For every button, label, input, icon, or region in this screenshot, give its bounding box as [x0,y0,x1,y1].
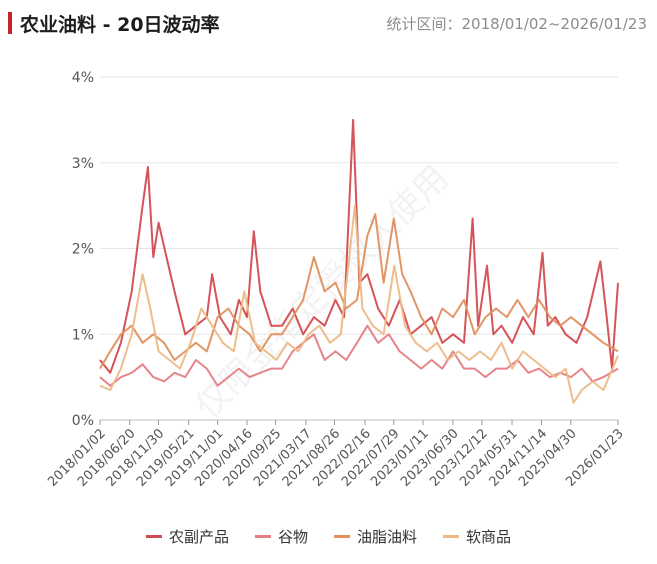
legend-item[interactable]: 农副产品 [145,526,229,547]
series-line-4 [99,204,619,404]
date-range-label: 统计区间：2018/01/02~2026/01/23 [386,15,647,33]
title-accent-bar [8,12,12,34]
legend-swatch [334,535,350,538]
series-line-2 [99,324,619,387]
series-line-1 [99,118,619,374]
chart-title: 农业油料 - 20日波动率 [20,14,220,36]
legend-label: 农副产品 [168,528,229,546]
y-tick-label: 1% [72,327,94,343]
y-tick-label: 3% [72,156,94,172]
legend-swatch [443,535,460,538]
legend-label: 谷物 [277,528,308,546]
legend-label: 软商品 [466,528,512,546]
legend-label: 油脂油料 [357,528,418,546]
y-tick-label: 4% [72,70,94,86]
line-chart: 仅限金指定授权人使用0%1%2%3%4%2018/01/022018/06/20… [45,70,627,490]
legend-swatch [254,535,271,538]
y-tick-label: 0% [72,413,94,429]
y-tick-label: 2% [72,242,94,258]
watermark: 仅限金指定授权人使用 [188,158,457,427]
legend-item[interactable]: 软商品 [443,526,511,547]
legend-item[interactable]: 谷物 [254,526,308,547]
legend-item[interactable]: 油脂油料 [334,526,417,547]
legend: 农副产品 谷物 油脂油料 软商品 [0,526,657,547]
legend-swatch [145,535,162,538]
